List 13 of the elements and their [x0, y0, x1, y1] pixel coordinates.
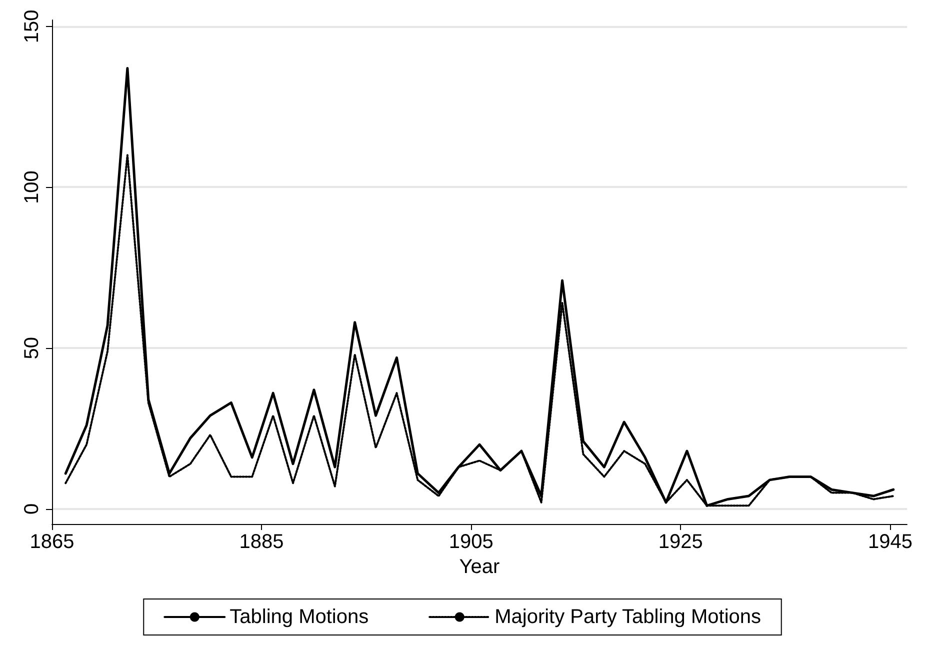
legend-label: Majority Party Tabling Motions — [494, 606, 762, 628]
x-tick-label: 1905 — [448, 531, 494, 553]
x-tick-label: 1885 — [239, 531, 284, 553]
x-tick-label: 1925 — [658, 531, 703, 553]
legend-label: Tabling Motions — [230, 606, 369, 628]
x-tick-label: 1945 — [868, 531, 912, 553]
y-tick-label: 50 — [21, 336, 43, 360]
x-axis-title: Year — [459, 556, 500, 578]
x-tick-label: 1865 — [30, 531, 74, 553]
y-tick-label: 150 — [21, 10, 43, 44]
y-tick-label: 0 — [21, 503, 43, 514]
line-series — [64, 66, 895, 507]
y-tick-label: 100 — [21, 170, 43, 204]
